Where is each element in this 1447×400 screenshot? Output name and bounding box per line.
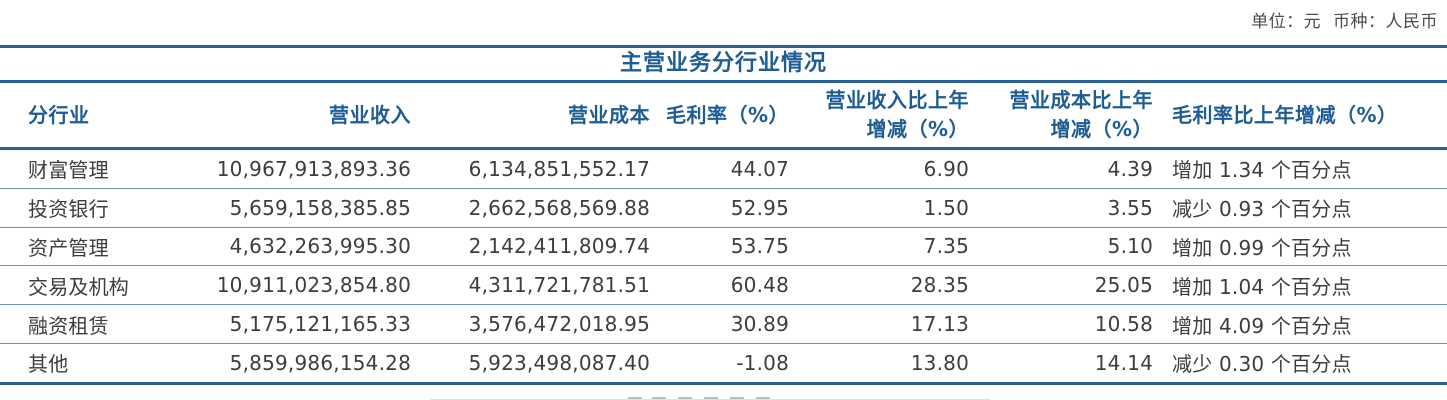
cost-yoy-cell: 3.55 [969, 188, 1153, 228]
col-header-gross-margin-yoy: 毛利率比上年增减（%） [1153, 83, 1447, 150]
cost-yoy-cell: 10.58 [969, 304, 1153, 344]
cutoff-text-fragment [652, 397, 666, 400]
segment-name-cell: 其他 [0, 343, 181, 385]
table-row: 交易及机构 10,911,023,854.80 4,311,721,781.51… [0, 265, 1447, 306]
cost-yoy-cell: 5.10 [969, 227, 1153, 267]
cutoff-text-fragment [678, 397, 692, 400]
segment-name-cell: 投资银行 [0, 188, 181, 228]
revenue-cell: 5,175,121,165.33 [181, 304, 411, 344]
table-row: 投资银行 5,659,158,385.85 2,662,568,569.88 5… [0, 188, 1447, 228]
cost-cell: 2,662,568,569.88 [411, 188, 650, 228]
segment-name-cell: 交易及机构 [0, 265, 181, 306]
header-row: 分行业 营业收入 营业成本 毛利率（%） 营业收入比上年 增减（%） 营业成本比… [0, 83, 1447, 150]
col-header-cost: 营业成本 [411, 83, 650, 150]
revenue-yoy-cell: 28.35 [789, 265, 969, 306]
gross-margin-cell: 44.07 [650, 148, 789, 189]
segment-table-section: 主营业务分行业情况 分行业 营业收入 营业成本 毛利率（%） 营业收入比上年 增… [0, 45, 1447, 385]
gross-margin-cell: -1.08 [650, 343, 789, 385]
revenue-yoy-cell: 7.35 [789, 227, 969, 267]
segment-name-cell: 财富管理 [0, 148, 181, 189]
gross-margin-cell: 52.95 [650, 188, 789, 228]
table-row: 财富管理 10,967,913,893.36 6,134,851,552.17 … [0, 148, 1447, 189]
col-header-cost-yoy: 营业成本比上年 增减（%） [969, 83, 1153, 150]
revenue-cell: 5,859,986,154.28 [181, 343, 411, 385]
segment-table: 分行业 营业收入 营业成本 毛利率（%） 营业收入比上年 增减（%） 营业成本比… [0, 83, 1447, 385]
margin-yoy-cell: 减少 0.30 个百分点 [1153, 343, 1447, 385]
unit-currency-caption: 单位：元 币种：人民币 [1251, 12, 1438, 32]
col-header-segment: 分行业 [0, 83, 181, 150]
cost-cell: 6,134,851,552.17 [411, 148, 650, 189]
cutoff-text-fragment [704, 397, 718, 400]
next-section-cutoff [0, 390, 1447, 400]
cost-yoy-cell: 25.05 [969, 265, 1153, 306]
revenue-cell: 4,632,263,995.30 [181, 227, 411, 267]
revenue-yoy-cell: 1.50 [789, 188, 969, 228]
cost-yoy-cell: 4.39 [969, 148, 1153, 189]
segment-name-cell: 资产管理 [0, 227, 181, 267]
cost-cell: 4,311,721,781.51 [411, 265, 650, 306]
revenue-cell: 10,911,023,854.80 [181, 265, 411, 306]
revenue-yoy-cell: 6.90 [789, 148, 969, 189]
cost-cell: 3,576,472,018.95 [411, 304, 650, 344]
gross-margin-cell: 30.89 [650, 304, 789, 344]
gross-margin-cell: 53.75 [650, 227, 789, 267]
cost-cell: 2,142,411,809.74 [411, 227, 650, 267]
cost-yoy-cell: 14.14 [969, 343, 1153, 385]
cutoff-text-fragment [756, 397, 770, 400]
table-title: 主营业务分行业情况 [0, 45, 1447, 83]
segment-name-cell: 融资租赁 [0, 304, 181, 344]
cutoff-text-fragment [730, 397, 744, 400]
col-header-revenue-yoy: 营业收入比上年 增减（%） [789, 83, 969, 150]
margin-yoy-cell: 增加 4.09 个百分点 [1153, 304, 1447, 344]
table-row: 资产管理 4,632,263,995.30 2,142,411,809.74 5… [0, 227, 1447, 267]
col-header-gross-margin: 毛利率（%） [650, 83, 789, 150]
margin-yoy-cell: 增加 1.04 个百分点 [1153, 265, 1447, 306]
margin-yoy-cell: 增加 0.99 个百分点 [1153, 227, 1447, 267]
revenue-cell: 5,659,158,385.85 [181, 188, 411, 228]
table-row: 其他 5,859,986,154.28 5,923,498,087.40 -1.… [0, 343, 1447, 385]
gross-margin-cell: 60.48 [650, 265, 789, 306]
margin-yoy-cell: 减少 0.93 个百分点 [1153, 188, 1447, 228]
margin-yoy-cell: 增加 1.34 个百分点 [1153, 148, 1447, 189]
revenue-yoy-cell: 13.80 [789, 343, 969, 385]
cost-cell: 5,923,498,087.40 [411, 343, 650, 385]
col-header-revenue: 营业收入 [181, 83, 411, 150]
cutoff-text-fragment [628, 397, 642, 400]
table-row: 融资租赁 5,175,121,165.33 3,576,472,018.95 3… [0, 304, 1447, 344]
revenue-cell: 10,967,913,893.36 [181, 148, 411, 189]
revenue-yoy-cell: 17.13 [789, 304, 969, 344]
